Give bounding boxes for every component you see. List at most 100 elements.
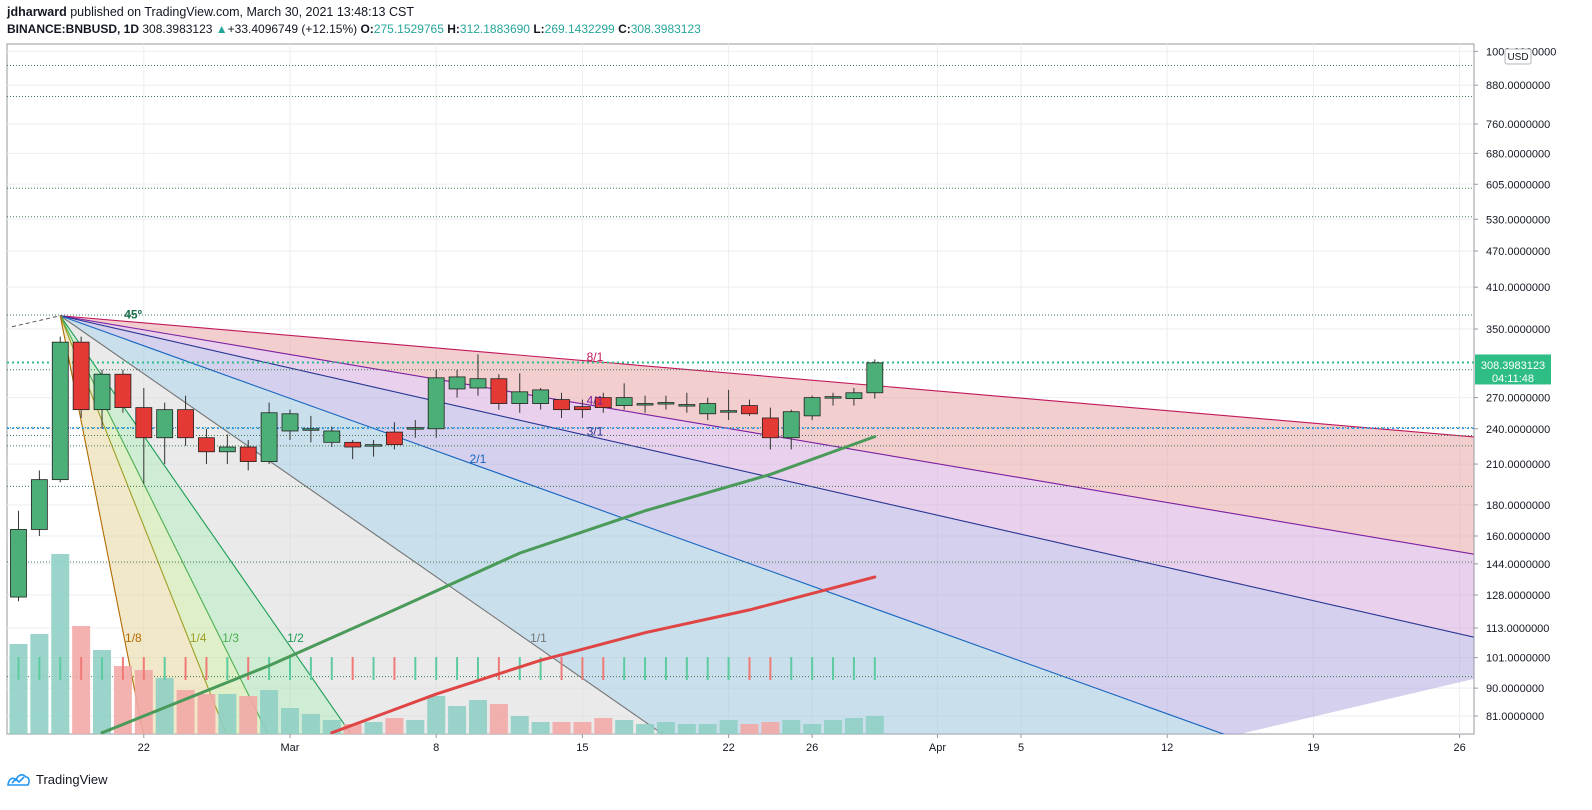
candle-body	[469, 378, 487, 389]
volume-bar	[468, 700, 487, 734]
candle-body	[198, 437, 215, 453]
volume-bar	[719, 720, 738, 734]
price-axis[interactable]: 81.0000000 90.0000000 101.0000000 113.00000…	[1473, 44, 1556, 734]
volume-bar	[343, 724, 362, 734]
volume-bar	[30, 634, 49, 734]
y-tick-label: 350.0000000	[1486, 324, 1550, 336]
volume-bar	[615, 720, 634, 734]
low-label: L:	[533, 22, 545, 36]
gann-fan-line-label: 8/1	[587, 350, 604, 364]
y-tick-label: 680.0000000	[1486, 148, 1550, 160]
candle-body	[824, 396, 842, 399]
volume-bar	[427, 696, 446, 734]
low-value: 269.1432299	[544, 22, 615, 36]
volume-bar	[385, 718, 404, 734]
volume-bar	[0, 708, 7, 734]
y-tick-label: 530.0000000	[1486, 214, 1550, 226]
candle-body	[636, 403, 654, 406]
gann-fan-labels: 8/1 4/1 3/1 2/1 1/1 1/2 1/3 1/4 1/8 45º	[124, 308, 603, 645]
footer-brand[interactable]: TradingView	[7, 771, 108, 787]
candle-body	[720, 410, 737, 413]
last-price-value: 308.3983123	[1481, 360, 1545, 372]
candle-body	[803, 397, 821, 417]
x-tick-label: 19	[1307, 742, 1319, 754]
currency-badge[interactable]: USD	[1504, 48, 1532, 65]
change-value: +33.4096749 (+12.15%)	[227, 22, 358, 36]
gann-fan-line	[60, 315, 1474, 438]
x-tick-label: 22	[138, 742, 150, 754]
candle-body	[615, 397, 633, 406]
close-value: 308.3983123	[630, 22, 701, 36]
symbol-legend: BINANCE:BNBUSD, 1D 308.3983123 ▲+33.4096…	[7, 22, 701, 36]
gann-fan-line	[60, 315, 1225, 734]
candle-body	[448, 376, 466, 390]
candle-body	[761, 417, 779, 439]
y-tick-label: 144.0000000	[1486, 559, 1550, 571]
volume-bar	[448, 706, 467, 734]
published-text: published on TradingView.com, March 30, …	[70, 5, 414, 19]
gann-fan-line	[59, 315, 664, 734]
change-up-icon: ▲	[215, 22, 228, 36]
gann-fan-angle-label: 45º	[124, 308, 142, 322]
x-tick-label: 15	[576, 742, 588, 754]
x-tick-label: 26	[806, 742, 818, 754]
y-tick-label: 410.0000000	[1486, 282, 1550, 294]
bar-countdown: 04:11:48	[1492, 373, 1534, 385]
candle-body	[866, 362, 884, 394]
ma-green-line	[100, 435, 877, 734]
y-tick-label: 210.0000000	[1486, 459, 1550, 471]
x-tick-label: Mar	[281, 742, 300, 754]
gann-fan-line-label: 4/1	[587, 394, 604, 408]
currency-badge-text: USD	[1507, 52, 1528, 63]
high-label: H:	[447, 22, 460, 36]
moving-averages	[100, 435, 877, 734]
y-tick-label: 160.0000000	[1486, 531, 1550, 543]
x-tick-label: Apr	[929, 742, 946, 754]
volume-bar	[761, 722, 780, 734]
candle-body	[51, 341, 69, 481]
gann-fan-line-label: 3/1	[587, 424, 604, 438]
volume-bar	[301, 714, 320, 734]
candle-body	[490, 378, 508, 404]
author-name[interactable]: jdharward	[7, 5, 67, 19]
volume-bar	[51, 554, 70, 734]
candle-body	[10, 529, 27, 598]
gann-fan-base-line	[11, 315, 61, 328]
volume-bar	[844, 718, 863, 734]
candle-body	[699, 403, 717, 415]
candle-body	[260, 412, 278, 462]
y-tick-label: 240.0000000	[1486, 424, 1550, 436]
symbol-name[interactable]: BINANCE:BNBUSD, 1D	[7, 22, 140, 36]
candle-body	[344, 441, 362, 448]
candle-body	[93, 373, 111, 411]
brand-name: TradingView	[36, 771, 108, 787]
candle-body	[553, 399, 570, 411]
candle-body	[386, 431, 403, 446]
gann-fan[interactable]	[11, 315, 1564, 737]
candle-body	[678, 404, 696, 407]
gann-fan-line	[60, 315, 1474, 638]
candle-body	[281, 413, 299, 432]
candle-body	[406, 427, 424, 430]
x-tick-label: 8	[433, 742, 439, 754]
y-tick-label: 880.0000000	[1486, 80, 1550, 92]
volume-bar	[260, 690, 279, 734]
gann-fan-line-label: 1/4	[190, 631, 207, 645]
volume-bar	[197, 694, 216, 734]
candle-body	[594, 397, 612, 409]
candle-body	[156, 409, 174, 439]
x-tick-label: 5	[1018, 742, 1024, 754]
x-tick-label: 26	[1453, 742, 1465, 754]
candle-body	[532, 389, 550, 404]
volume-bar	[656, 722, 675, 734]
gann-fan-zone	[60, 315, 1474, 734]
volume-bar	[93, 650, 112, 734]
time-axis[interactable]: 22 Mar 8 15 22 26 Apr 5 12 19 26	[138, 734, 1466, 754]
x-tick-label: 22	[722, 742, 734, 754]
gann-fan-line-label: 1/2	[287, 631, 304, 645]
last-price-label: 308.3983123 04:11:48	[1475, 354, 1551, 385]
candle-body	[782, 411, 800, 439]
volume-bar	[281, 708, 299, 734]
candle-body	[323, 430, 341, 443]
